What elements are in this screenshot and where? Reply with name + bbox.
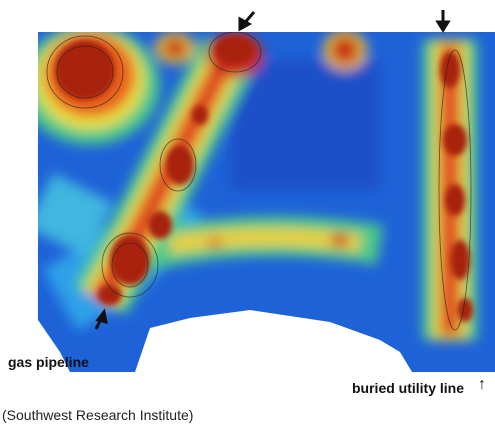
pipeline-label: gas pipeline xyxy=(8,354,89,370)
page: gas pipeline buried utility line ↑ (Sout… xyxy=(0,0,495,429)
utility-arrow: ↑ xyxy=(478,376,486,394)
utility-label: buried utility line xyxy=(352,380,464,396)
caption: (Southwest Research Institute) xyxy=(2,407,193,423)
heat-map xyxy=(20,25,495,372)
